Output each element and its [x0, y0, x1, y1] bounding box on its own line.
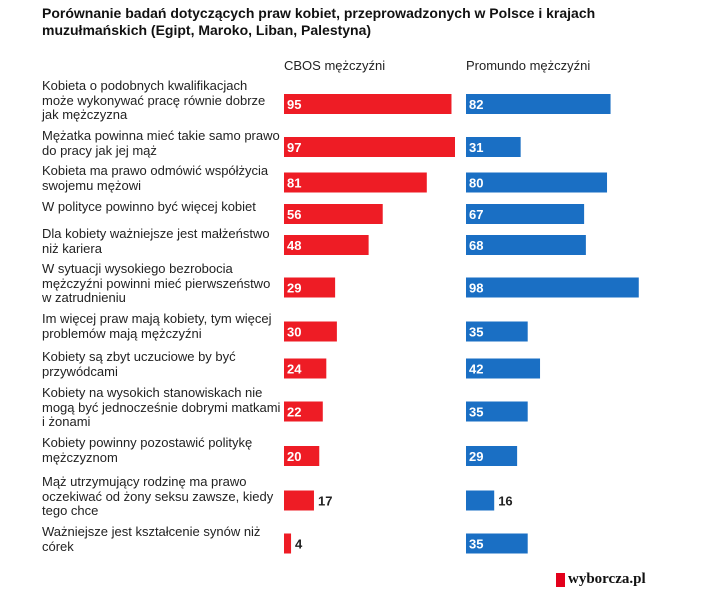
bar-promundo — [466, 358, 541, 379]
bar-promundo — [466, 321, 528, 342]
bar-promundo — [466, 401, 528, 422]
category-label: Ważniejsze jest kształcenie synów niż có… — [42, 524, 261, 554]
bar-cbos — [284, 137, 455, 157]
bar-promundo — [466, 533, 528, 554]
bar-promundo — [466, 490, 495, 511]
category-label: Kobiety powinny pozostawić politykę mężc… — [42, 435, 253, 465]
bar-cbos — [284, 401, 323, 422]
category-label: Kobieta ma prawo odmówić współżycia swoj… — [42, 163, 269, 193]
value-label-promundo: 67 — [469, 207, 483, 222]
bar-promundo — [466, 446, 518, 466]
bar-promundo — [466, 94, 611, 114]
category-label: W polityce powinno być więcej kobiet — [42, 199, 256, 214]
bar-cbos — [284, 358, 327, 379]
value-label-cbos: 48 — [287, 238, 301, 253]
value-label-promundo: 35 — [469, 537, 483, 552]
value-label-promundo: 29 — [469, 449, 483, 464]
brand-mark-icon — [556, 572, 565, 587]
value-label-cbos: 20 — [287, 449, 301, 464]
value-label-cbos: 97 — [287, 140, 301, 155]
value-label-promundo: 16 — [498, 494, 512, 509]
category-label: W sytuacji wysokiego bezrobocia mężczyźn… — [42, 261, 271, 305]
bar-promundo — [466, 172, 608, 193]
value-label-cbos: 95 — [287, 97, 301, 112]
bar-cbos — [284, 533, 292, 554]
series-header-cbos: CBOS mężczyźni — [284, 58, 386, 73]
bar-cbos — [284, 172, 427, 193]
category-label: Im więcej praw mają kobiety, tym więcej … — [42, 311, 272, 341]
value-label-promundo: 98 — [469, 281, 483, 296]
category-label: Mąż utrzymujący rodzinę ma prawo oczekiw… — [42, 474, 274, 518]
bar-cbos — [284, 235, 369, 255]
value-label-cbos: 30 — [287, 325, 301, 340]
value-label-promundo: 68 — [469, 238, 483, 253]
category-label: Mężatka powinna mieć takie samo prawo do… — [42, 128, 280, 158]
brand-text: wyborcza.pl — [568, 571, 646, 587]
value-label-cbos: 56 — [287, 207, 301, 222]
value-label-promundo: 31 — [469, 140, 483, 155]
bar-promundo — [466, 235, 586, 255]
category-label: Kobiety są zbyt uczuciowe by być przywód… — [42, 349, 236, 379]
value-label-cbos: 4 — [295, 537, 303, 552]
bar-promundo — [466, 204, 585, 224]
value-label-cbos: 29 — [287, 281, 301, 296]
bar-promundo — [466, 137, 521, 157]
value-label-cbos: 17 — [318, 494, 332, 509]
value-label-promundo: 35 — [469, 325, 483, 340]
value-label-cbos: 81 — [287, 176, 301, 191]
bar-cbos — [284, 277, 336, 298]
bar-cbos — [284, 94, 452, 114]
bar-promundo — [466, 277, 639, 298]
category-label: Dla kobiety ważniejsze jest małżeństwo n… — [42, 226, 270, 256]
bar-cbos — [284, 490, 314, 511]
value-label-cbos: 22 — [287, 405, 301, 420]
category-label: Kobieta o podobnych kwalifikacjach może … — [42, 78, 266, 122]
value-label-cbos: 24 — [287, 362, 302, 377]
value-label-promundo: 42 — [469, 362, 483, 377]
page-title: Porównanie badań dotyczących praw kobiet… — [42, 5, 596, 38]
bar-cbos — [284, 446, 320, 466]
bar-cbos — [284, 204, 383, 224]
category-label: Kobiety na wysokich stanowiskach nie mog… — [42, 385, 281, 429]
value-label-promundo: 82 — [469, 97, 483, 112]
series-header-promundo: Promundo mężczyźni — [466, 58, 591, 73]
brand-logo: wyborcza.pl — [556, 571, 646, 588]
bar-cbos — [284, 321, 337, 342]
value-label-promundo: 35 — [469, 405, 483, 420]
value-label-promundo: 80 — [469, 176, 483, 191]
